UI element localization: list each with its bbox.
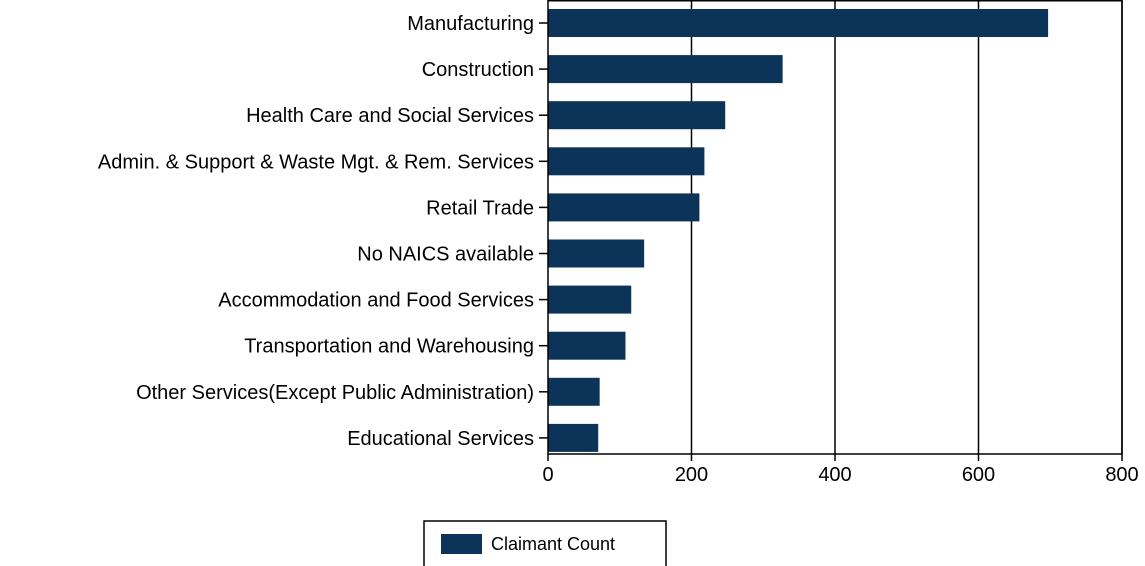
- bar-2: [548, 55, 783, 84]
- x-tick-labels: 0 200 400 600 800: [542, 464, 1138, 486]
- legend: Claimant Count: [423, 520, 667, 566]
- bar-9: [548, 377, 600, 406]
- legend-label: Claimant Count: [491, 534, 615, 554]
- category-label-3: Health Care and Social Services: [246, 105, 534, 127]
- bar-1: [548, 9, 1049, 37]
- x-tick-label-200: 200: [675, 464, 708, 486]
- category-label-2: Construction: [422, 59, 534, 81]
- category-label-1: Manufacturing: [407, 13, 534, 35]
- category-label-10: Educational Services: [347, 428, 534, 450]
- bar-5: [548, 193, 700, 222]
- category-label-7: Accommodation and Food Services: [218, 290, 534, 312]
- category-label-9: Other Services(Except Public Administrat…: [136, 382, 534, 404]
- x-tick-label-400: 400: [818, 464, 851, 486]
- plot-frame: [547, 0, 1123, 455]
- x-tick-label-0: 0: [542, 464, 553, 486]
- category-label-6: No NAICS available: [357, 244, 534, 266]
- bar-10: [548, 423, 599, 452]
- category-label-8: Transportation and Warehousing: [244, 336, 534, 358]
- bar-8: [548, 331, 626, 360]
- category-label-4: Admin. & Support & Waste Mgt. & Rem. Ser…: [98, 151, 534, 173]
- bars: [548, 9, 1049, 452]
- category-label-5: Retail Trade: [426, 197, 534, 219]
- x-tick-label-800: 800: [1105, 464, 1138, 486]
- legend-swatch: [441, 534, 482, 554]
- bar-6: [548, 239, 645, 268]
- bar-4: [548, 147, 705, 176]
- bar-7: [548, 285, 632, 314]
- x-tick-label-600: 600: [962, 464, 995, 486]
- category-labels: Manufacturing Construction Health Care and…: [98, 13, 534, 450]
- bar-3: [548, 101, 726, 130]
- axes: [539, 0, 1123, 461]
